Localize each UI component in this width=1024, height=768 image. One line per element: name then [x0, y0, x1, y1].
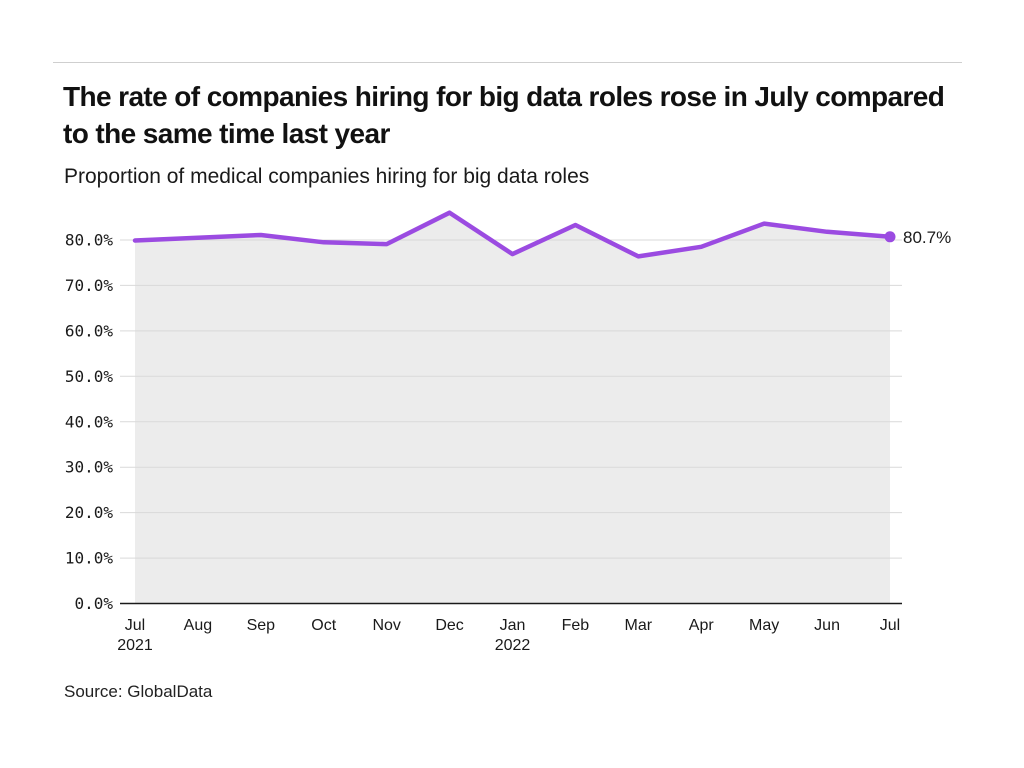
- x-tick-label: Jun: [814, 617, 840, 634]
- end-value-label: 80.7%: [903, 228, 951, 247]
- x-tick-label: May: [749, 617, 779, 634]
- y-tick-label: 0.0%: [74, 594, 113, 613]
- y-tick-label: 30.0%: [65, 458, 114, 477]
- x-tick-label: Feb: [562, 617, 590, 634]
- x-year-label: 2021: [117, 637, 153, 654]
- x-tick-label: Sep: [247, 617, 276, 634]
- x-tick-label: Nov: [372, 617, 400, 634]
- y-tick-label: 50.0%: [65, 367, 114, 386]
- y-tick-label: 70.0%: [65, 276, 114, 295]
- x-tick-label: Oct: [311, 617, 336, 634]
- y-tick-label: 40.0%: [65, 412, 114, 431]
- chart-subtitle: Proportion of medical companies hiring f…: [64, 165, 590, 188]
- y-tick-label: 20.0%: [65, 503, 114, 522]
- x-tick-label: Aug: [184, 617, 212, 634]
- x-tick-label: Apr: [689, 617, 715, 634]
- x-year-label: 2022: [495, 637, 531, 654]
- y-tick-label: 60.0%: [65, 321, 114, 340]
- area-fill: [135, 212, 891, 604]
- x-tick-label: Jul: [880, 617, 900, 634]
- x-tick-label: Mar: [625, 617, 653, 634]
- source-note: Source: GlobalData: [64, 682, 213, 701]
- chart-title: The rate of companies hiring for big dat…: [63, 81, 945, 149]
- y-tick-label: 80.0%: [65, 231, 114, 250]
- end-point-dot: [884, 231, 896, 243]
- x-tick-label: Jan: [500, 617, 526, 634]
- top-divider: [53, 62, 962, 63]
- y-tick-label: 10.0%: [65, 549, 114, 568]
- trend-line: [132, 210, 893, 259]
- x-tick-label: Dec: [435, 617, 463, 634]
- x-tick-label: Jul: [125, 617, 145, 634]
